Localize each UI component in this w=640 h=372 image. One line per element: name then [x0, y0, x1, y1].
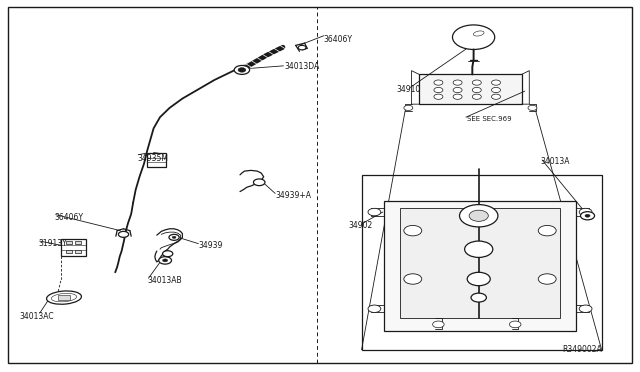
Bar [147, 153, 166, 167]
Circle shape [453, 80, 462, 85]
Circle shape [452, 25, 495, 49]
Circle shape [404, 225, 422, 236]
Circle shape [434, 80, 443, 85]
Text: 34013AC: 34013AC [19, 312, 54, 321]
Circle shape [472, 87, 481, 93]
Circle shape [298, 45, 306, 50]
Circle shape [467, 272, 490, 286]
Bar [75, 241, 81, 244]
Text: 36406Y: 36406Y [323, 35, 352, 44]
Circle shape [404, 105, 413, 110]
Text: SEE SEC.969: SEE SEC.969 [467, 116, 512, 122]
Circle shape [538, 274, 556, 284]
Circle shape [471, 293, 486, 302]
Circle shape [469, 210, 488, 221]
Text: R349002A: R349002A [562, 345, 602, 354]
Bar [384, 201, 576, 331]
Circle shape [404, 274, 422, 284]
Text: 34939+A: 34939+A [275, 191, 311, 200]
Bar [61, 239, 86, 256]
Bar [75, 250, 81, 253]
Circle shape [453, 94, 462, 99]
Circle shape [453, 87, 462, 93]
Circle shape [434, 94, 443, 99]
Text: 34939: 34939 [198, 241, 223, 250]
Circle shape [169, 234, 179, 240]
Circle shape [234, 65, 250, 74]
Circle shape [528, 105, 537, 110]
Circle shape [585, 214, 590, 217]
Circle shape [492, 87, 500, 93]
Bar [66, 241, 72, 244]
Text: 34910: 34910 [397, 85, 421, 94]
Text: 31913Y: 31913Y [38, 239, 67, 248]
Bar [66, 250, 72, 253]
Circle shape [433, 321, 444, 328]
Bar [400, 208, 560, 318]
Circle shape [579, 305, 592, 312]
Circle shape [238, 68, 246, 72]
Text: 34902: 34902 [349, 221, 373, 230]
Ellipse shape [51, 294, 77, 302]
Bar [419, 74, 522, 104]
Text: 34013A: 34013A [541, 157, 570, 166]
Circle shape [368, 305, 381, 312]
Ellipse shape [474, 31, 484, 36]
Circle shape [172, 236, 176, 238]
Text: 34935M: 34935M [138, 154, 168, 163]
Ellipse shape [47, 291, 81, 304]
Text: 34013AB: 34013AB [147, 276, 182, 285]
Circle shape [118, 231, 129, 237]
Bar [58, 295, 70, 300]
Circle shape [434, 87, 443, 93]
Circle shape [159, 257, 172, 264]
Circle shape [472, 94, 481, 99]
Circle shape [472, 80, 481, 85]
Text: 34013DA: 34013DA [285, 62, 320, 71]
Circle shape [492, 80, 500, 85]
Circle shape [579, 208, 592, 216]
Circle shape [163, 251, 173, 257]
Circle shape [163, 259, 168, 262]
Bar [362, 175, 602, 350]
Circle shape [465, 241, 493, 257]
Circle shape [368, 208, 381, 216]
Circle shape [492, 94, 500, 99]
Circle shape [509, 321, 521, 328]
Text: 36406Y: 36406Y [54, 213, 83, 222]
Circle shape [580, 212, 595, 220]
Circle shape [460, 205, 498, 227]
Circle shape [538, 225, 556, 236]
Circle shape [253, 179, 265, 186]
